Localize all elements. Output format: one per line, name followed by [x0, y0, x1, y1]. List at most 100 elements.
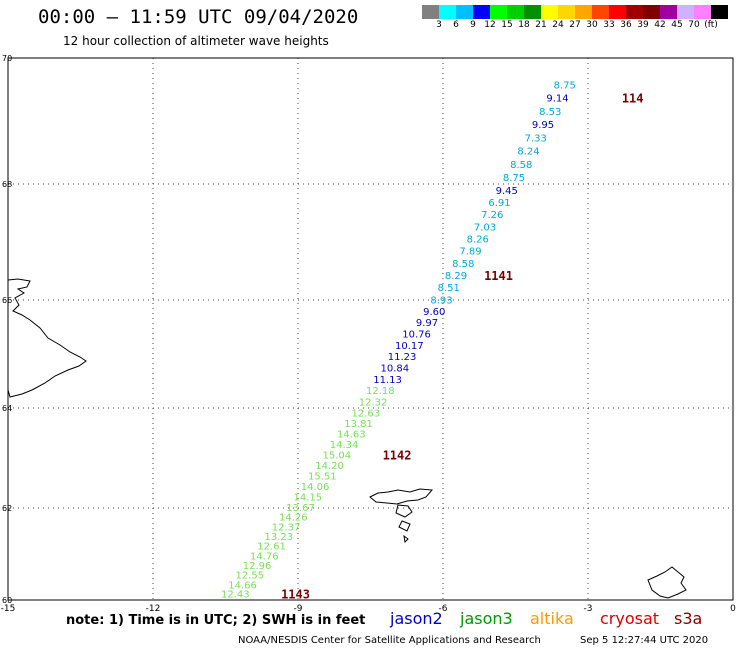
legend-swatch [490, 5, 507, 19]
legend-label: 9 [470, 20, 476, 30]
lat-tick-label: 60 [2, 596, 12, 605]
legend-swatch [592, 5, 609, 19]
legend-label: 33 [603, 20, 615, 30]
legend-swatch [439, 5, 456, 19]
lon-tick-label: -3 [584, 604, 593, 614]
legend-swatch [694, 5, 711, 19]
generated-timestamp: Sep 5 12:27:44 UTC 2020 [580, 635, 709, 646]
wave-height-value: 12.37 [272, 522, 301, 533]
legend-label: 30 [586, 20, 598, 30]
legend-swatch [558, 5, 575, 19]
mission-jason3: jason3 [460, 609, 513, 628]
wave-height-value: 6.91 [488, 198, 510, 209]
wave-height-value: 10.84 [381, 364, 410, 375]
lon-tick-label: 0 [730, 604, 736, 614]
wave-height-value: 12.96 [243, 561, 272, 572]
lon-tick-label: -9 [294, 604, 303, 614]
lat-tick-label: 68 [2, 180, 12, 189]
wave-height-value: 12.55 [236, 571, 265, 582]
legend-label: 24 [552, 20, 564, 30]
wave-height-value: 12.63 [352, 409, 381, 420]
latitude-tick-labels: 60 62 64 66 68 70 [2, 54, 12, 605]
legend-swatch [711, 5, 728, 19]
wave-height-value: 14.66 [228, 580, 257, 591]
legend-swatch [456, 5, 473, 19]
lat-tick-label: 66 [2, 296, 12, 305]
legend-swatch [643, 5, 660, 19]
wave-height-value: 12.18 [366, 386, 395, 397]
faroe-island-1 [369, 488, 434, 505]
legend-label: (ft) [704, 20, 718, 30]
pass-number: 1143 [281, 588, 310, 602]
mission-jason2: jason2 [390, 609, 443, 628]
mission-altika: altika [530, 609, 574, 628]
wave-height-value: 8.75 [503, 173, 525, 184]
legend-swatch [575, 5, 592, 19]
lon-tick-label: -12 [146, 604, 161, 614]
wave-height-value: 14.34 [330, 440, 359, 451]
wave-height-value: 7.33 [525, 133, 547, 144]
wave-height-value: 11.23 [388, 352, 417, 363]
legend-label: 27 [569, 20, 581, 30]
legend-label: 45 [671, 20, 683, 30]
wave-height-value: 14.76 [250, 551, 279, 562]
wave-height-value: 14.20 [315, 461, 344, 472]
lat-tick-label: 62 [2, 504, 12, 513]
wave-height-value: 14.15 [294, 493, 323, 504]
legend-swatch [473, 5, 490, 19]
legend-label: 70 [688, 20, 700, 30]
wave-height-value: 13.81 [344, 419, 373, 430]
legend-swatch [660, 5, 677, 19]
legend-swatches [422, 5, 728, 19]
legend-swatch [422, 5, 439, 19]
wave-height-value: 7.03 [474, 222, 496, 233]
wave-height-value: 14.63 [337, 430, 366, 441]
wave-height-value: 10.76 [402, 329, 431, 340]
legend-label: 18 [518, 20, 530, 30]
longitude-tick-labels: -15 -12 -9 -6 -3 0 [1, 604, 736, 614]
wave-height-value: 7.89 [459, 247, 481, 258]
legend-label: 36 [620, 20, 632, 30]
pass-numbers: 1143 1142 1141 114 [281, 92, 643, 602]
wave-height-value: 7.26 [481, 210, 503, 221]
legend-swatch [507, 5, 524, 19]
legend-label: 15 [501, 20, 513, 30]
wave-height-value: 9.14 [546, 94, 568, 105]
wave-height-value: 8.53 [539, 107, 561, 118]
footer-note: note: 1) Time is in UTC; 2) SWH is in fe… [66, 613, 366, 628]
wave-height-value: 14.06 [301, 482, 330, 493]
pass-number: 114 [622, 92, 644, 106]
legend-label: 42 [654, 20, 666, 30]
wave-height-value: 9.60 [423, 307, 445, 318]
legend-swatch [541, 5, 558, 19]
wave-height-value: 12.61 [257, 542, 286, 553]
iceland-coast [7, 278, 87, 398]
faroe-island-4 [403, 534, 409, 544]
pass-number: 1141 [484, 269, 513, 283]
mission-s3a: s3a [674, 609, 703, 628]
legend-swatch [524, 5, 541, 19]
page-subtitle: 12 hour collection of altimeter wave hei… [63, 34, 329, 48]
legend-label: 21 [535, 20, 547, 30]
lat-tick-label: 64 [2, 404, 12, 413]
wave-height-value: 9.97 [416, 318, 438, 329]
wave-height-value: 12.32 [359, 398, 388, 409]
lon-tick-label: -6 [439, 604, 448, 614]
legend-label: 39 [637, 20, 649, 30]
faroe-island-3 [398, 520, 411, 532]
faroe-island-2 [395, 504, 413, 518]
wave-height-value: 15.51 [308, 472, 337, 483]
wave-height-value: 12.43 [221, 590, 250, 601]
graticule [7, 57, 734, 601]
page-title: 00:00 – 11:59 UTC 09/04/2020 [38, 6, 359, 28]
wave-height-value: 8.58 [452, 259, 474, 270]
coastlines [7, 278, 687, 599]
legend-swatch [677, 5, 694, 19]
lon-tick-label: -15 [1, 604, 16, 614]
wave-height-value: 15.04 [323, 451, 352, 462]
legend-label: 6 [453, 20, 459, 30]
mission-cryosat: cryosat [600, 609, 660, 628]
wave-height-value: 11.13 [373, 375, 402, 386]
legend-swatch [609, 5, 626, 19]
wave-height-value: 8.24 [517, 147, 539, 158]
